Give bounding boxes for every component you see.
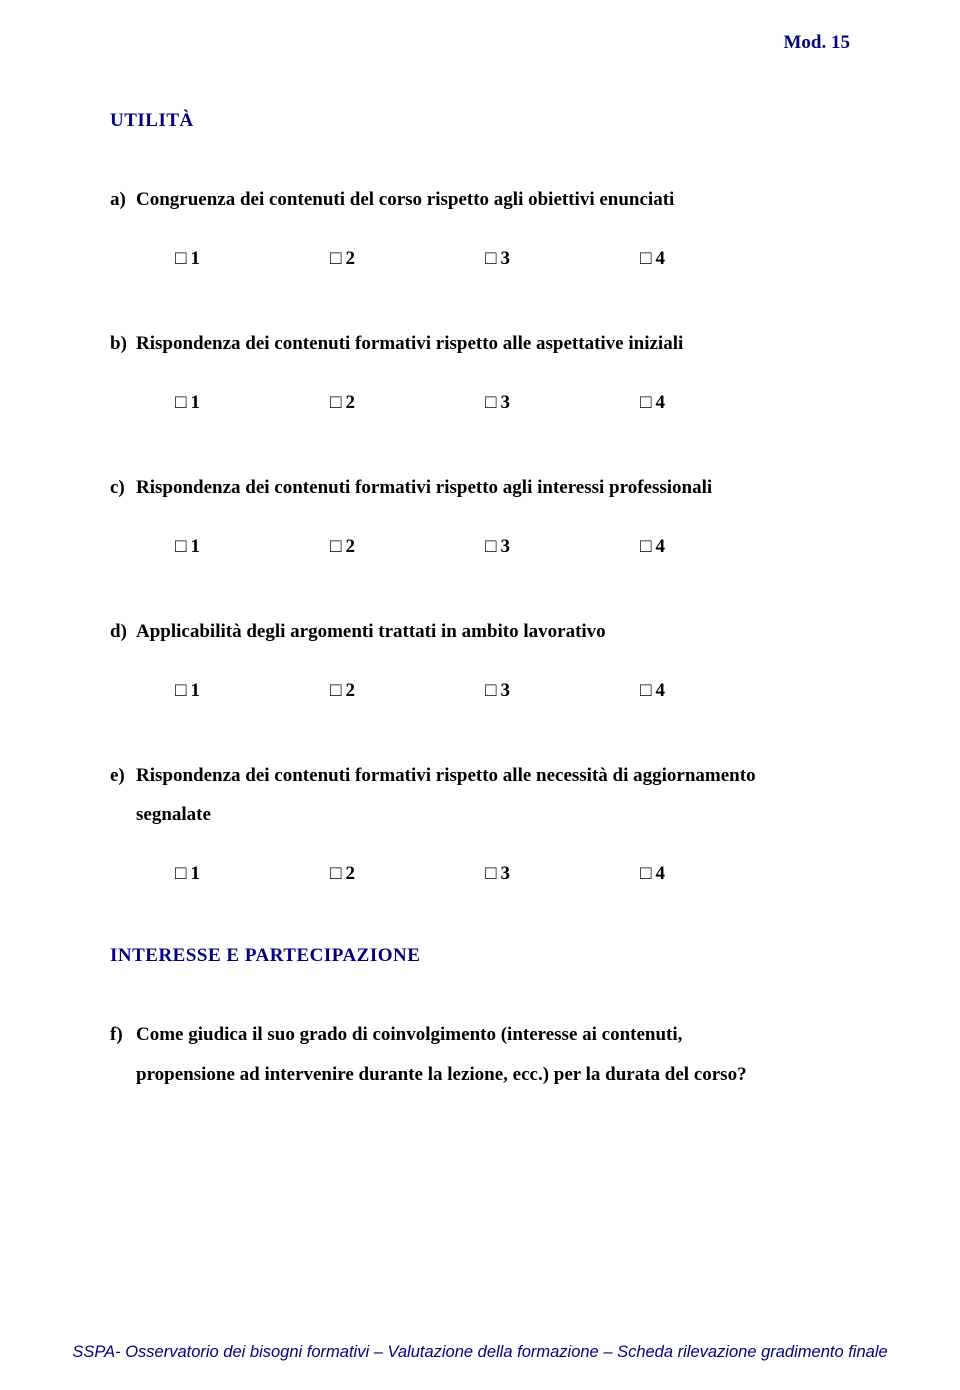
question-e-letter: e) xyxy=(110,756,136,796)
question-c-body: Rispondenza dei contenuti formativi risp… xyxy=(136,477,712,498)
checkbox-icon: □ xyxy=(640,392,651,414)
section-title-interesse: INTERESSE E PARTECIPAZIONE xyxy=(110,945,850,967)
question-b-letter: b) xyxy=(110,324,136,364)
scale-e-2[interactable]: □2 xyxy=(330,863,355,885)
scale-label: 3 xyxy=(500,863,510,884)
question-f-letter: f) xyxy=(110,1015,136,1055)
scale-row-a: □1 □2 □3 □4 xyxy=(110,248,850,270)
scale-label: 3 xyxy=(500,536,510,557)
scale-label: 2 xyxy=(345,536,355,557)
question-f-body-line1: Come giudica il suo grado di coinvolgime… xyxy=(136,1024,682,1045)
scale-a-3[interactable]: □3 xyxy=(485,248,510,270)
checkbox-icon: □ xyxy=(330,392,341,414)
page-container: Mod. 15 UTILITÀ a)Congruenza dei contenu… xyxy=(0,0,960,1390)
scale-row-d: □1 □2 □3 □4 xyxy=(110,680,850,702)
scale-label: 3 xyxy=(500,680,510,701)
checkbox-icon: □ xyxy=(485,863,496,885)
question-d-text: d)Applicabilità degli argomenti trattati… xyxy=(110,612,850,652)
question-e-body-line2: segnalate xyxy=(110,795,850,835)
question-e: e)Rispondenza dei contenuti formativi ri… xyxy=(110,756,850,886)
question-a-letter: a) xyxy=(110,180,136,220)
question-f-text: f)Come giudica il suo grado di coinvolgi… xyxy=(110,1015,850,1095)
question-f-body-line2: propensione ad intervenire durante la le… xyxy=(110,1055,850,1095)
scale-b-4[interactable]: □4 xyxy=(640,392,665,414)
checkbox-icon: □ xyxy=(175,536,186,558)
question-a: a)Congruenza dei contenuti del corso ris… xyxy=(110,180,850,270)
question-c-text: c)Rispondenza dei contenuti formativi ri… xyxy=(110,468,850,508)
scale-label: 4 xyxy=(655,863,665,884)
scale-d-2[interactable]: □2 xyxy=(330,680,355,702)
scale-label: 1 xyxy=(190,248,200,269)
question-d-body: Applicabilità degli argomenti trattati i… xyxy=(136,621,606,642)
checkbox-icon: □ xyxy=(175,248,186,270)
scale-label: 3 xyxy=(500,392,510,413)
scale-label: 2 xyxy=(345,680,355,701)
question-e-body-line1: Rispondenza dei contenuti formativi risp… xyxy=(136,765,756,786)
scale-row-b: □1 □2 □3 □4 xyxy=(110,392,850,414)
scale-label: 2 xyxy=(345,248,355,269)
question-c: c)Rispondenza dei contenuti formativi ri… xyxy=(110,468,850,558)
scale-e-4[interactable]: □4 xyxy=(640,863,665,885)
question-d-letter: d) xyxy=(110,612,136,652)
question-e-text: e)Rispondenza dei contenuti formativi ri… xyxy=(110,756,850,836)
scale-d-3[interactable]: □3 xyxy=(485,680,510,702)
checkbox-icon: □ xyxy=(175,680,186,702)
scale-label: 4 xyxy=(655,392,665,413)
checkbox-icon: □ xyxy=(640,863,651,885)
checkbox-icon: □ xyxy=(640,536,651,558)
checkbox-icon: □ xyxy=(330,863,341,885)
scale-d-4[interactable]: □4 xyxy=(640,680,665,702)
checkbox-icon: □ xyxy=(485,680,496,702)
checkbox-icon: □ xyxy=(330,536,341,558)
scale-c-3[interactable]: □3 xyxy=(485,536,510,558)
scale-b-1[interactable]: □1 xyxy=(175,392,200,414)
question-b-body: Rispondenza dei contenuti formativi risp… xyxy=(136,333,683,354)
question-d: d)Applicabilità degli argomenti trattati… xyxy=(110,612,850,702)
question-f: f)Come giudica il suo grado di coinvolgi… xyxy=(110,1015,850,1095)
scale-label: 4 xyxy=(655,248,665,269)
scale-a-1[interactable]: □1 xyxy=(175,248,200,270)
scale-label: 2 xyxy=(345,392,355,413)
scale-label: 1 xyxy=(190,863,200,884)
scale-b-2[interactable]: □2 xyxy=(330,392,355,414)
question-b: b)Rispondenza dei contenuti formativi ri… xyxy=(110,324,850,414)
checkbox-icon: □ xyxy=(330,248,341,270)
question-a-text: a)Congruenza dei contenuti del corso ris… xyxy=(110,180,850,220)
question-b-text: b)Rispondenza dei contenuti formativi ri… xyxy=(110,324,850,364)
scale-a-4[interactable]: □4 xyxy=(640,248,665,270)
scale-label: 3 xyxy=(500,248,510,269)
checkbox-icon: □ xyxy=(485,392,496,414)
scale-c-1[interactable]: □1 xyxy=(175,536,200,558)
scale-label: 4 xyxy=(655,536,665,557)
scale-a-2[interactable]: □2 xyxy=(330,248,355,270)
checkbox-icon: □ xyxy=(330,680,341,702)
scale-e-1[interactable]: □1 xyxy=(175,863,200,885)
scale-label: 1 xyxy=(190,680,200,701)
checkbox-icon: □ xyxy=(485,248,496,270)
scale-label: 1 xyxy=(190,536,200,557)
question-a-body: Congruenza dei contenuti del corso rispe… xyxy=(136,189,674,210)
page-footer: SSPA- Osservatorio dei bisogni formativi… xyxy=(0,1343,960,1362)
scale-label: 4 xyxy=(655,680,665,701)
scale-e-3[interactable]: □3 xyxy=(485,863,510,885)
scale-d-1[interactable]: □1 xyxy=(175,680,200,702)
scale-label: 1 xyxy=(190,392,200,413)
scale-label: 2 xyxy=(345,863,355,884)
scale-c-2[interactable]: □2 xyxy=(330,536,355,558)
scale-b-3[interactable]: □3 xyxy=(485,392,510,414)
scale-c-4[interactable]: □4 xyxy=(640,536,665,558)
checkbox-icon: □ xyxy=(640,680,651,702)
checkbox-icon: □ xyxy=(485,536,496,558)
scale-row-c: □1 □2 □3 □4 xyxy=(110,536,850,558)
header-mod-label: Mod. 15 xyxy=(784,32,851,54)
checkbox-icon: □ xyxy=(175,392,186,414)
scale-row-e: □1 □2 □3 □4 xyxy=(110,863,850,885)
checkbox-icon: □ xyxy=(640,248,651,270)
checkbox-icon: □ xyxy=(175,863,186,885)
section-title-utilita: UTILITÀ xyxy=(110,110,850,132)
question-c-letter: c) xyxy=(110,468,136,508)
